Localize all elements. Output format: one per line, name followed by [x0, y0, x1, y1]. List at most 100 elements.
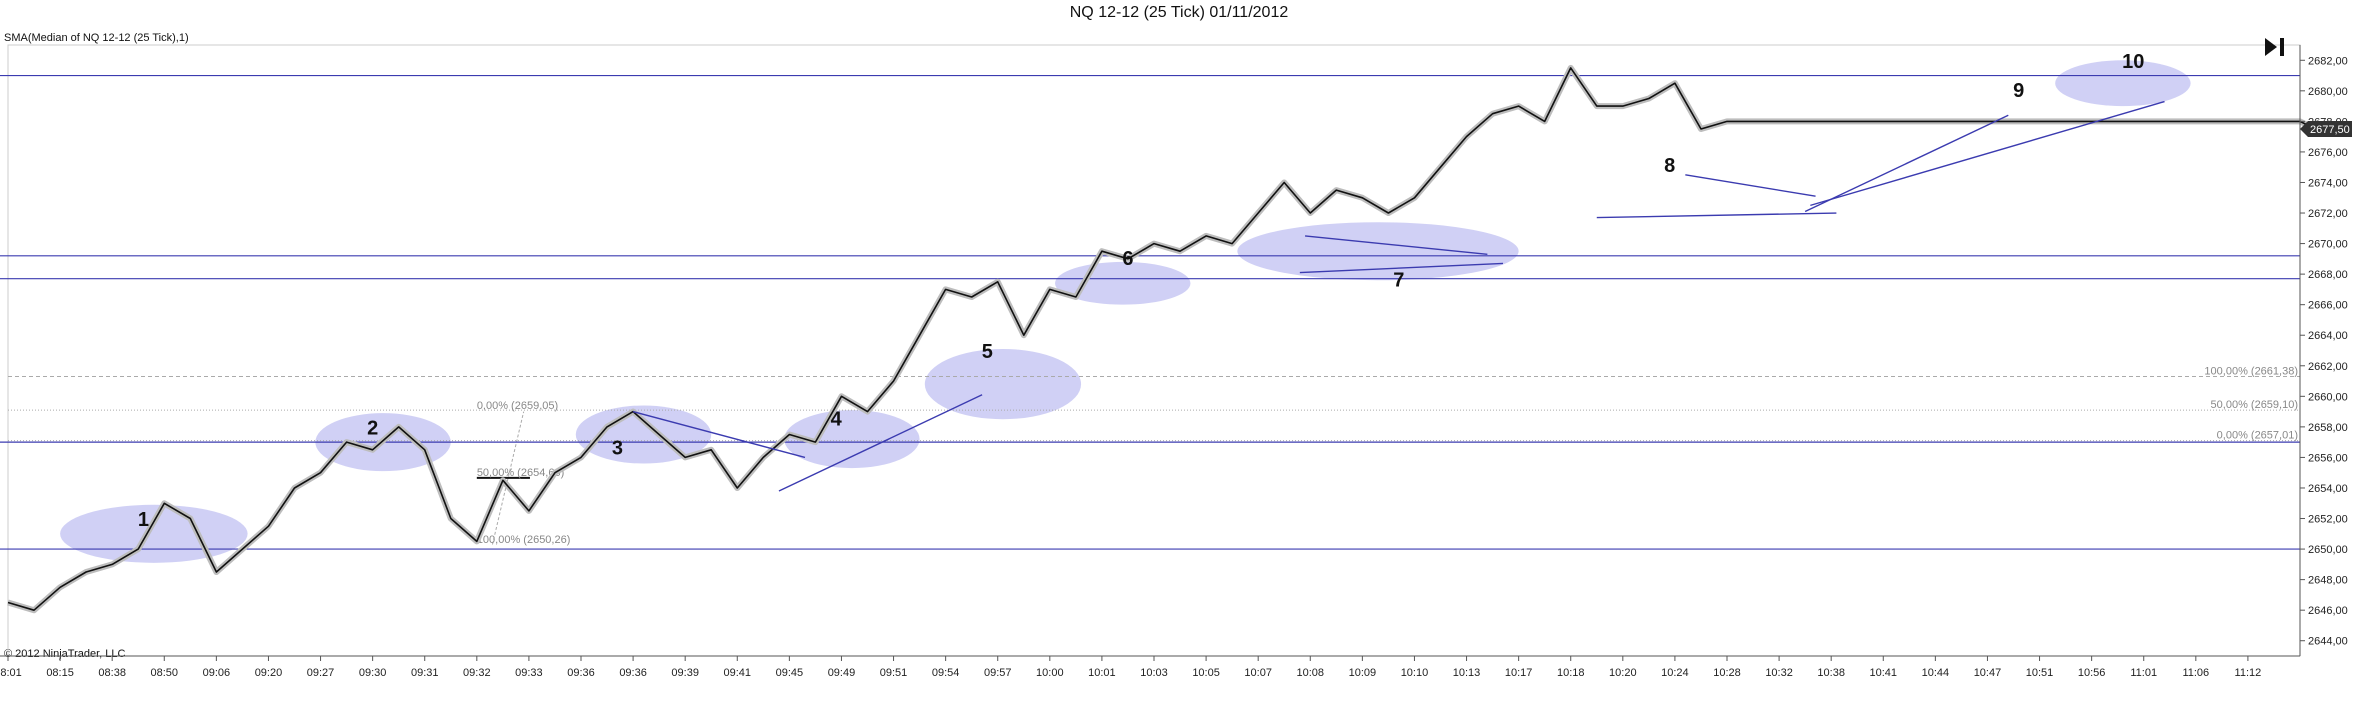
- x-tick-label: 08:50: [151, 667, 179, 679]
- x-tick-label: 10:10: [1401, 667, 1429, 679]
- annotation-label-5: 5: [982, 341, 993, 363]
- x-tick-label: 09:33: [515, 667, 543, 679]
- x-tick-label: 10:05: [1192, 667, 1220, 679]
- x-tick-label: 10:17: [1505, 667, 1533, 679]
- fib-tool-trend: [491, 411, 525, 545]
- trend-line: [1804, 114, 2009, 213]
- fib-level-label: 0,00% (2657,01): [2217, 430, 2298, 442]
- last-price-marker: [2300, 121, 2352, 138]
- highlight-zone-5: [924, 348, 1082, 420]
- x-tick-label: 10:44: [1922, 667, 1950, 679]
- x-tick-label: 11:06: [2182, 667, 2209, 679]
- x-tick-label: 09:06: [203, 667, 231, 679]
- y-tick-label: 2676,00: [2308, 147, 2348, 159]
- y-tick-label: 2662,00: [2308, 361, 2348, 373]
- x-tick-label: 11:12: [2235, 667, 2262, 679]
- annotation-label-6: 6: [1122, 248, 1133, 270]
- skip-to-end-icon[interactable]: [2262, 36, 2288, 58]
- x-tick-label: 10:51: [2026, 667, 2054, 679]
- x-tick-label: 10:56: [2078, 667, 2106, 679]
- trend-line: [1596, 212, 1837, 219]
- x-tick-label: 08:38: [98, 667, 126, 679]
- trend-line: [1685, 174, 1816, 197]
- y-tick-label: 2644,00: [2308, 636, 2348, 648]
- y-tick-label: 2652,00: [2308, 514, 2348, 526]
- y-tick-label: 2650,00: [2308, 544, 2348, 556]
- fib-tool-label: 0,00% (2659,05): [477, 400, 558, 412]
- x-tick-label: 09:41: [724, 667, 752, 679]
- last-price-label: 2677,50: [2310, 124, 2350, 136]
- plot-frame: [7, 44, 2301, 657]
- x-tick-label: 09:30: [359, 667, 387, 679]
- y-tick-label: 2666,00: [2308, 300, 2348, 312]
- annotation-label-3: 3: [612, 437, 623, 459]
- annotation-label-1: 1: [138, 509, 149, 531]
- chart-title: NQ 12-12 (25 Tick) 01/11/2012: [1069, 4, 1289, 21]
- x-tick-label: 09:39: [671, 667, 699, 679]
- annotation-label-7: 7: [1393, 269, 1404, 291]
- x-tick-label: 09:45: [776, 667, 804, 679]
- x-tick-label: 10:13: [1453, 667, 1481, 679]
- highlight-zone-7: [1237, 222, 1519, 281]
- indicator-label: SMA(Median of NQ 12-12 (25 Tick),1): [4, 32, 189, 44]
- trend-line: [778, 394, 983, 492]
- x-tick-label: 10:32: [1765, 667, 1793, 679]
- x-tick-label: 10:41: [1870, 667, 1898, 679]
- x-tick-label: 10:24: [1661, 667, 1689, 679]
- y-tick-label: 2648,00: [2308, 575, 2348, 587]
- x-tick-label: 11:01: [2130, 667, 2157, 679]
- y-tick-label: 2658,00: [2308, 422, 2348, 434]
- x-tick-label: 10:38: [1817, 667, 1845, 679]
- trend-line: [1304, 235, 1488, 255]
- annotation-label-9: 9: [2013, 80, 2024, 102]
- x-tick-label: 09:54: [932, 667, 960, 679]
- highlight-zone-4: [784, 410, 920, 469]
- y-tick-label: 2660,00: [2308, 391, 2348, 403]
- x-tick-label: 09:36: [567, 667, 595, 679]
- y-tick-label: 2680,00: [2308, 86, 2348, 98]
- x-tick-label: 10:47: [1974, 667, 2002, 679]
- x-tick-label: 10:09: [1349, 667, 1377, 679]
- x-tick-label: 09:36: [619, 667, 647, 679]
- annotation-label-8: 8: [1664, 155, 1675, 177]
- x-tick-label: 09:31: [411, 667, 439, 679]
- price-series-halo: [7, 64, 2317, 614]
- x-tick-label: 10:20: [1609, 667, 1637, 679]
- y-tick-label: 2672,00: [2308, 208, 2348, 220]
- x-tick-label: 08:15: [46, 667, 74, 679]
- trend-line: [1810, 100, 2165, 207]
- x-tick-label: 08:01: [0, 667, 22, 679]
- highlight-zone-1: [60, 504, 248, 563]
- y-tick-label: 2668,00: [2308, 269, 2348, 281]
- annotation-label-2: 2: [367, 418, 378, 440]
- copyright-label: © 2012 NinjaTrader, LLC: [4, 648, 126, 660]
- x-tick-label: 09:20: [255, 667, 283, 679]
- y-tick-label: 2654,00: [2308, 483, 2348, 495]
- x-tick-label: 10:01: [1088, 667, 1116, 679]
- y-tick-label: 2646,00: [2308, 605, 2348, 617]
- fib-level-label: 100,00% (2661,38): [2204, 365, 2298, 377]
- highlight-zone-8: [2055, 60, 2191, 107]
- y-tick-label: 2664,00: [2308, 330, 2348, 342]
- x-tick-label: 10:07: [1244, 667, 1272, 679]
- x-tick-label: 09:51: [880, 667, 908, 679]
- x-tick-label: 10:00: [1036, 667, 1064, 679]
- x-tick-label: 09:49: [828, 667, 856, 679]
- trend-line: [632, 410, 806, 459]
- x-tick-label: 10:08: [1297, 667, 1325, 679]
- y-tick-label: 2670,00: [2308, 239, 2348, 251]
- price-series-line[interactable]: [7, 67, 2316, 611]
- x-tick-label: 10:18: [1557, 667, 1585, 679]
- x-tick-label: 10:28: [1713, 667, 1741, 679]
- x-tick-label: 10:03: [1140, 667, 1168, 679]
- y-tick-label: 2674,00: [2308, 177, 2348, 189]
- y-tick-label: 2656,00: [2308, 452, 2348, 464]
- fib-tool-label: 50,00% (2654,66): [477, 467, 564, 479]
- fib-level-label: 50,00% (2659,10): [2211, 399, 2298, 411]
- x-tick-label: 09:32: [463, 667, 491, 679]
- y-tick-label: 2682,00: [2308, 55, 2348, 67]
- fib-tool-label: 100,00% (2650,26): [477, 534, 571, 546]
- x-tick-label: 09:27: [307, 667, 335, 679]
- annotation-label-4: 4: [831, 408, 843, 430]
